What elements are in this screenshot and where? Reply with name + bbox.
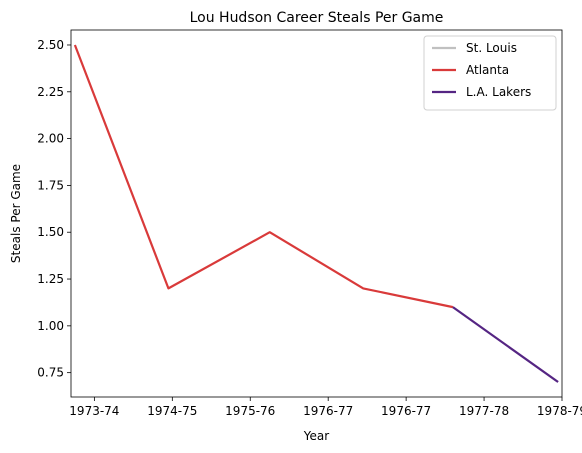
series-lines — [73, 44, 559, 383]
x-tick-label: 1977-78 — [459, 404, 509, 418]
y-tick-label: 2.25 — [37, 85, 64, 99]
series-line-l-a-lakers — [452, 306, 559, 383]
y-tick-label: 1.00 — [37, 319, 64, 333]
legend: St. Louis Atlanta L.A. Lakers — [423, 35, 557, 111]
y-axis-label: Steals Per Game — [9, 164, 23, 263]
y-axis: 0.75 1.00 1.25 1.50 1.75 2.00 2.25 2.50 — [37, 38, 71, 380]
x-tick-label: 1974-75 — [147, 404, 197, 418]
x-tick-label: 1973-74 — [69, 404, 119, 418]
y-tick-label: 1.25 — [37, 272, 64, 286]
x-tick-label: 1976-77 — [381, 404, 431, 418]
y-tick-label: 2.00 — [37, 132, 64, 146]
x-tick-label: 1975-76 — [225, 404, 275, 418]
y-tick-label: 0.75 — [37, 366, 64, 380]
x-tick-label: 1978-79 — [537, 404, 582, 418]
y-tick-label: 1.75 — [37, 178, 64, 192]
legend-label: L.A. Lakers — [466, 85, 531, 99]
chart-title: Lou Hudson Career Steals Per Game — [190, 10, 444, 26]
legend-label: Atlanta — [466, 63, 509, 77]
legend-box — [423, 35, 557, 111]
x-axis: 1973-74 1974-75 1975-76 1976-77 1976-77 1977-… — [69, 397, 582, 418]
y-tick-label: 1.50 — [37, 225, 64, 239]
x-tick-label: 1976-77 — [303, 404, 353, 418]
y-tick-label: 2.50 — [37, 38, 64, 52]
series-line-atlanta — [73, 44, 454, 309]
plot-frame — [70, 29, 563, 398]
x-axis-label: Year — [303, 429, 329, 443]
legend-label: St. Louis — [466, 41, 517, 55]
